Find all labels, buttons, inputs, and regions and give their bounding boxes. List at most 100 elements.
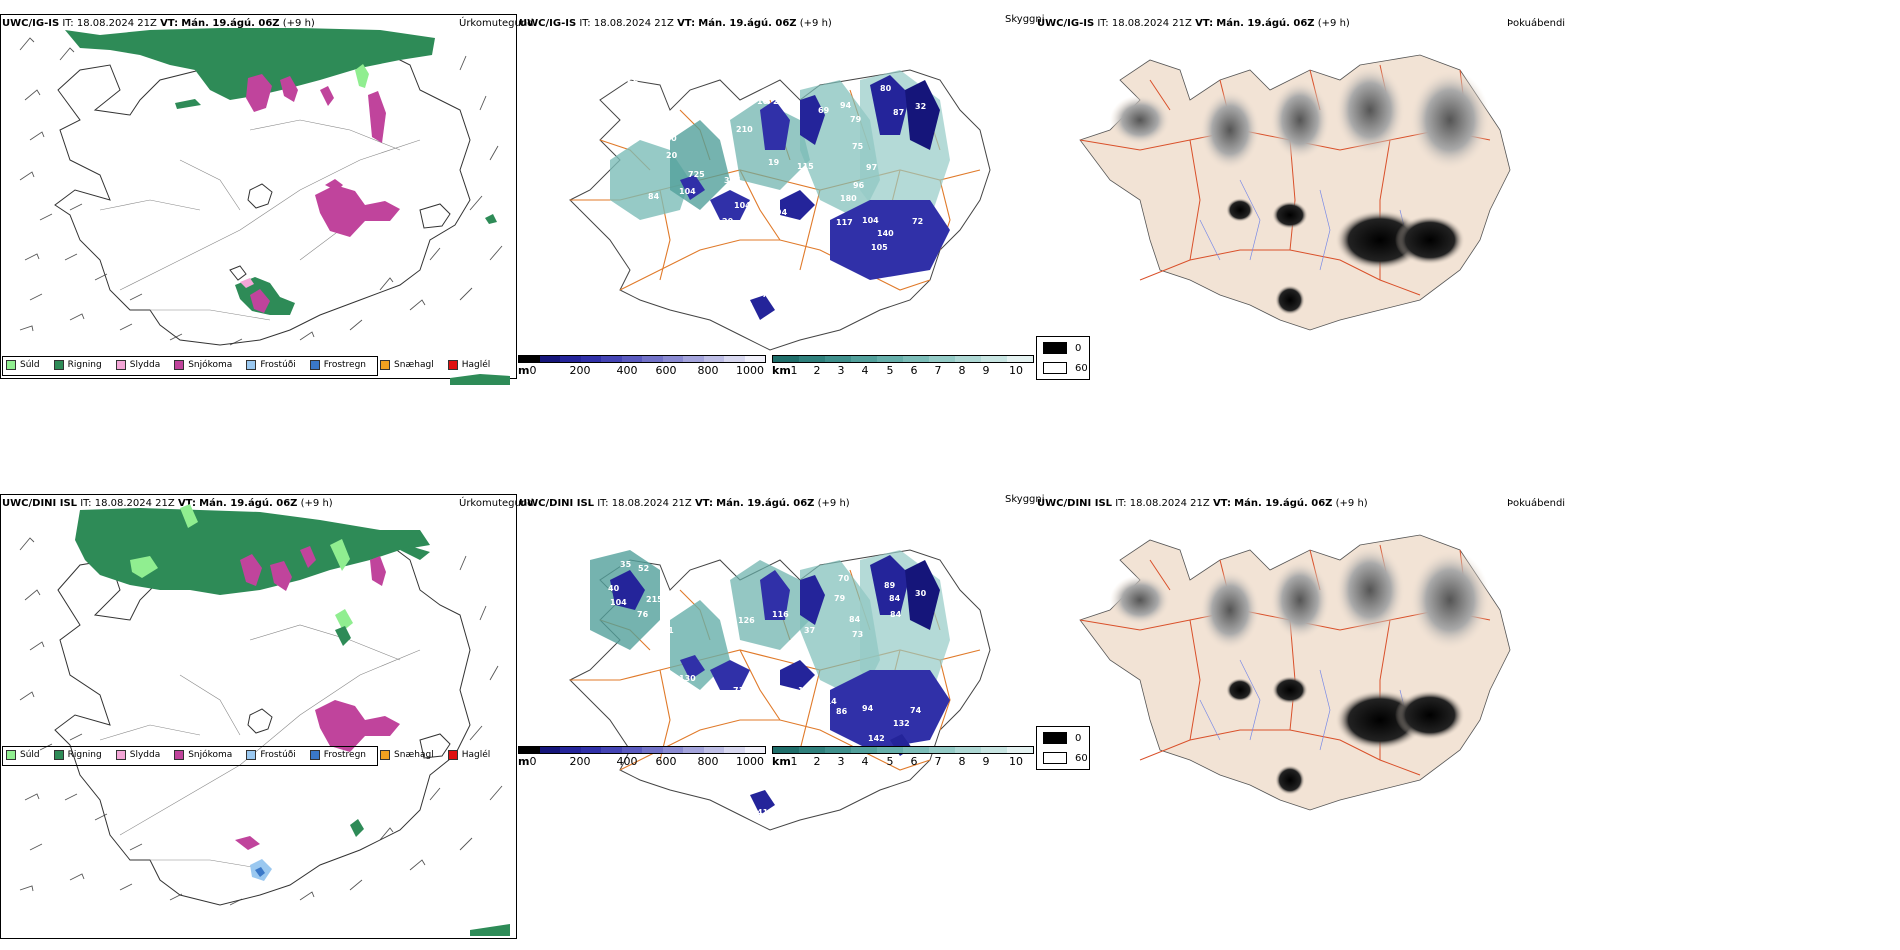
vt-value: Mán. 19.ágú. 06Z <box>1216 18 1315 29</box>
precip-map <box>19 28 510 385</box>
visibility-value: 79 <box>850 115 862 124</box>
ceiling-tick: 400 <box>616 364 638 377</box>
visibility-value: 96 <box>853 181 865 190</box>
lead-time: (+9 h) <box>799 18 832 29</box>
visibility-value: 69 <box>818 106 830 115</box>
visibility-tick: 2 <box>813 364 821 377</box>
visibility-panel-title: Skyggni <box>1005 14 1045 25</box>
visibility-value: 84 <box>849 615 861 624</box>
lead-time: (+9 h) <box>300 498 333 509</box>
visibility-value: 79 <box>834 594 846 603</box>
visibility-value: 115 <box>797 162 814 171</box>
model-name: UWC/IG-IS <box>2 18 60 29</box>
visibility-tick: 1 <box>790 755 798 768</box>
it-value: 18.08.2024 21Z <box>611 498 692 509</box>
visibility-tick: 5 <box>886 755 894 768</box>
fog-swatch-black <box>1043 732 1067 744</box>
legend-swatch <box>174 750 185 760</box>
it-label: IT: <box>579 18 591 29</box>
it-label: IT: <box>1097 18 1109 29</box>
visibility-value: 20 <box>773 97 785 106</box>
fog-legend-row: 0 <box>1043 342 1081 354</box>
vt-value: Mán. 19.ágú. 06Z <box>181 18 280 29</box>
visibility-tick: 4 <box>861 755 869 768</box>
legend-label: Snjókoma <box>188 360 233 370</box>
visibility-value: 41 <box>757 808 769 817</box>
visibility-value: 94 <box>776 208 788 217</box>
precip-legend: Súld Rigning Slydda Snjókoma Frostúði Fr… <box>6 360 498 370</box>
legend-swatch <box>309 360 320 370</box>
it-label: IT: <box>1115 498 1127 509</box>
legend-label: Slydda <box>129 750 161 760</box>
legend-item: Haglél <box>447 750 491 760</box>
vt-label: VT: <box>694 498 713 509</box>
ceiling-tick: 800 <box>697 755 719 768</box>
vt-value: Mán. 19.ágú. 06Z <box>698 18 797 29</box>
legend-item: Slydda <box>115 360 161 370</box>
visibility-tick: 8 <box>958 755 966 768</box>
legend-item: Frostregn <box>309 360 366 370</box>
rivers <box>1199 179 1411 271</box>
ceiling-unit: m <box>518 755 530 768</box>
visibility-colorbar-ticks: km 1 2 3 4 5 6 7 8 9 10 <box>772 363 1034 377</box>
visibility-value: 37 <box>804 626 816 635</box>
visibility-value: 6 <box>747 302 753 311</box>
legend-swatch <box>115 750 126 760</box>
fog-map <box>1079 534 1511 811</box>
it-label: IT: <box>62 18 74 29</box>
legend-label: Haglél <box>461 750 491 760</box>
ceiling-colorbar-ticks: m 0 200 400 600 800 1000 <box>518 754 766 768</box>
vt-label: VT: <box>1195 18 1214 29</box>
visibility-value: 162 <box>636 118 653 127</box>
fog-legend-label: 60 <box>1075 752 1088 764</box>
visibility-panel-header: UWC/IG-IS IT: 18.08.2024 21Z VT: Mán. 19… <box>519 18 832 30</box>
visibility-tick: 7 <box>934 755 942 768</box>
legend-label: Slydda <box>129 360 161 370</box>
legend-item: Frostúði <box>246 750 296 760</box>
visibility-unit: km <box>772 755 791 768</box>
row2: UWC/DINI ISL IT: 18.08.2024 21Z VT: Mán.… <box>0 490 1900 950</box>
visibility-colorbar: km 1 2 3 4 5 6 7 8 9 10 <box>772 746 1034 768</box>
fog-swatch-white <box>1043 362 1067 374</box>
precip-panel-title: Úrkomutegund <box>459 498 534 509</box>
visibility-value: 97 <box>655 641 667 650</box>
visibility-value: 84 <box>889 594 901 603</box>
legend-label: Frostúði <box>260 750 296 760</box>
visibility-value: 126 <box>738 616 755 625</box>
visibility-colorbar-ticks: km 1 2 3 4 5 6 7 8 9 10 <box>772 754 1034 768</box>
visibility-value: 70 <box>838 574 850 583</box>
visibility-value: 71 <box>762 290 774 299</box>
precip-panel-header: UWC/DINI ISL IT: 18.08.2024 21Z VT: Mán.… <box>2 498 333 510</box>
visibility-value: 106 <box>772 696 789 705</box>
coastline <box>54 44 471 346</box>
visibility-tick: 4 <box>861 364 869 377</box>
fog-legend-row: 0 <box>1043 732 1081 744</box>
visibility-value: 725 <box>688 170 705 179</box>
visibility-tick: 5 <box>886 364 894 377</box>
visibility-value: 74 <box>910 706 922 715</box>
model-name: UWC/IG-IS <box>519 18 577 29</box>
legend-label: Snæhagl <box>394 360 434 370</box>
precip-panel-title: Úrkomutegund <box>459 18 534 29</box>
visibility-value: 20 <box>722 217 734 226</box>
it-value: 18.08.2024 21Z <box>94 498 175 509</box>
visibility-colorbar-strip <box>772 355 1034 363</box>
legend-swatch <box>115 360 126 370</box>
precip-areas <box>75 504 510 936</box>
ceiling-colorbar-ticks: m 0 200 400 600 800 1000 <box>518 363 766 377</box>
lead-time: (+9 h) <box>1317 18 1350 29</box>
visibility-tick: 10 <box>1009 755 1023 768</box>
visibility-colorbar: km 1 2 3 4 5 6 7 8 9 10 <box>772 355 1034 377</box>
legend-item: Snæhagl <box>380 750 434 760</box>
vt-value: Mán. 19.ágú. 06Z <box>1234 498 1333 509</box>
visibility-value: 130 <box>679 674 696 683</box>
vt-label: VT: <box>1212 498 1231 509</box>
legend-label: Frostúði <box>260 360 296 370</box>
it-value: 18.08.2024 21Z <box>1111 18 1192 29</box>
visibility-value: 22 <box>627 75 639 84</box>
visibility-value: 104 <box>679 187 696 196</box>
precip-panel-frame <box>0 494 517 939</box>
visibility-value: 52 <box>638 564 650 573</box>
visibility-value: 19 <box>768 158 780 167</box>
visibility-value: 10 <box>757 97 769 106</box>
